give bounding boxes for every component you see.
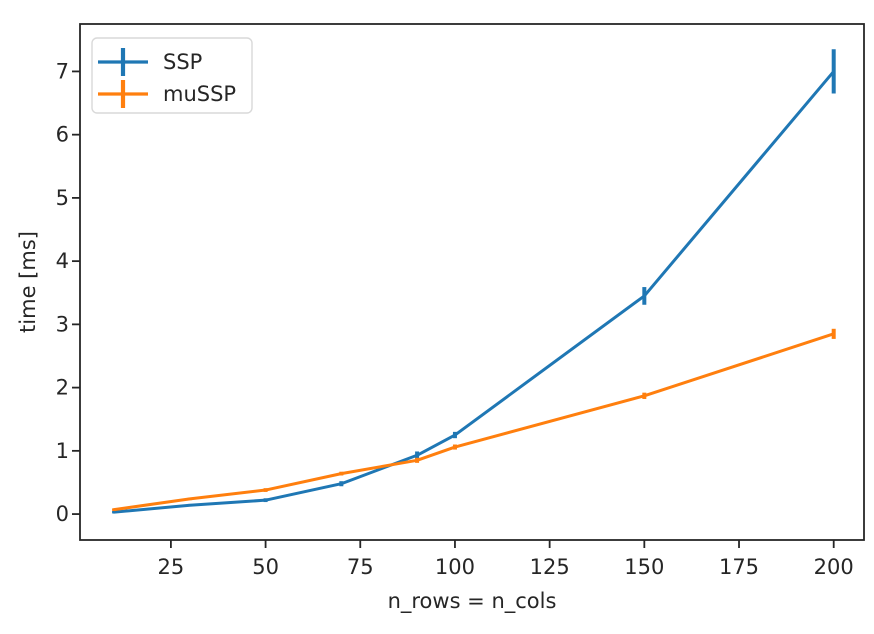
y-tick-label: 1 — [56, 439, 69, 463]
y-tick-label: 4 — [56, 249, 69, 273]
y-axis-label: time [ms] — [16, 231, 40, 333]
x-tick-label: 175 — [719, 555, 759, 579]
plot-area: 25 50 75 100 125 150 175 200 0 1 2 3 4 5 6 7 n_rows = n_… — [16, 23, 865, 614]
y-tick-label: 6 — [56, 123, 69, 147]
y-tick-label: 0 — [56, 502, 69, 526]
series-muSSP — [112, 328, 836, 512]
y-tick-label: 5 — [56, 186, 69, 210]
series-line — [112, 69, 836, 514]
legend-entry: muSSP — [98, 80, 236, 108]
y-tick-label: 7 — [56, 59, 69, 83]
y-tick-label: 2 — [56, 376, 69, 400]
y-axis: 0 1 2 3 4 5 6 7 — [56, 59, 80, 526]
x-tick-label: 100 — [435, 555, 475, 579]
x-tick-label: 125 — [530, 555, 570, 579]
legend-label: SSP — [163, 50, 202, 74]
x-tick-label: 75 — [347, 555, 374, 579]
legend: SSP muSSP — [91, 37, 253, 114]
x-tick-label: 50 — [252, 555, 279, 579]
x-axis: 25 50 75 100 125 150 175 200 — [158, 540, 854, 579]
series-SSP — [112, 49, 836, 514]
x-tick-label: 150 — [624, 555, 664, 579]
legend-label: muSSP — [163, 82, 236, 106]
x-axis-label: n_rows = n_cols — [388, 589, 557, 614]
y-tick-label: 3 — [56, 312, 69, 336]
series-line — [112, 332, 836, 512]
x-tick-label: 25 — [158, 555, 185, 579]
legend-entry: SSP — [98, 48, 202, 76]
x-tick-label: 200 — [814, 555, 854, 579]
plot-border — [79, 23, 865, 541]
